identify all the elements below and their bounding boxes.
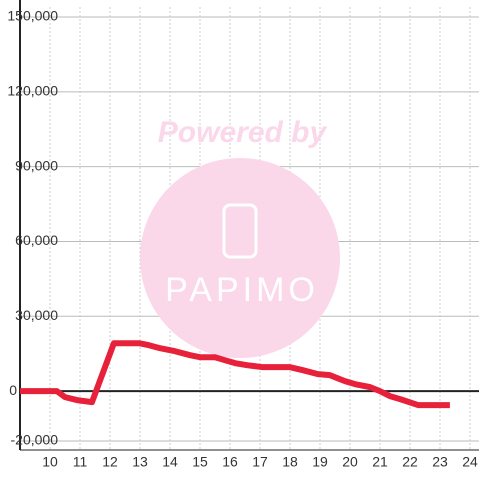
y-tick-label: -20,000: [11, 432, 59, 448]
x-tick-label: 24: [462, 454, 478, 470]
x-tick-label: 18: [282, 454, 298, 470]
y-tick-label: 30,000: [15, 307, 58, 323]
x-tick-label: 11: [73, 454, 88, 470]
data-line: [20, 340, 450, 409]
watermark-icon: [222, 203, 258, 259]
x-tick-label: 12: [102, 454, 118, 470]
x-tick-label: 20: [342, 454, 358, 470]
x-tick-label: 10: [42, 454, 58, 470]
y-tick-label: 120,000: [7, 83, 58, 99]
watermark-text: Powered by: [158, 116, 328, 149]
y-tick-label: 60,000: [15, 232, 58, 248]
x-tick-label: 14: [162, 454, 178, 470]
y-tick-label: 0: [9, 382, 17, 398]
y-tick-label: 150,000: [7, 8, 58, 24]
watermark-text: PAPIMO: [165, 271, 319, 309]
x-tick-label: 15: [192, 454, 208, 470]
y-tick-label: 90,000: [15, 157, 58, 173]
x-tick-label: 19: [312, 454, 328, 470]
x-tick-label: 22: [402, 454, 418, 470]
x-tick-label: 17: [252, 454, 268, 470]
x-tick-label: 23: [432, 454, 448, 470]
x-tick-label: 16: [222, 454, 238, 470]
x-tick-label: 13: [132, 454, 148, 470]
x-tick-label: 21: [372, 454, 388, 470]
